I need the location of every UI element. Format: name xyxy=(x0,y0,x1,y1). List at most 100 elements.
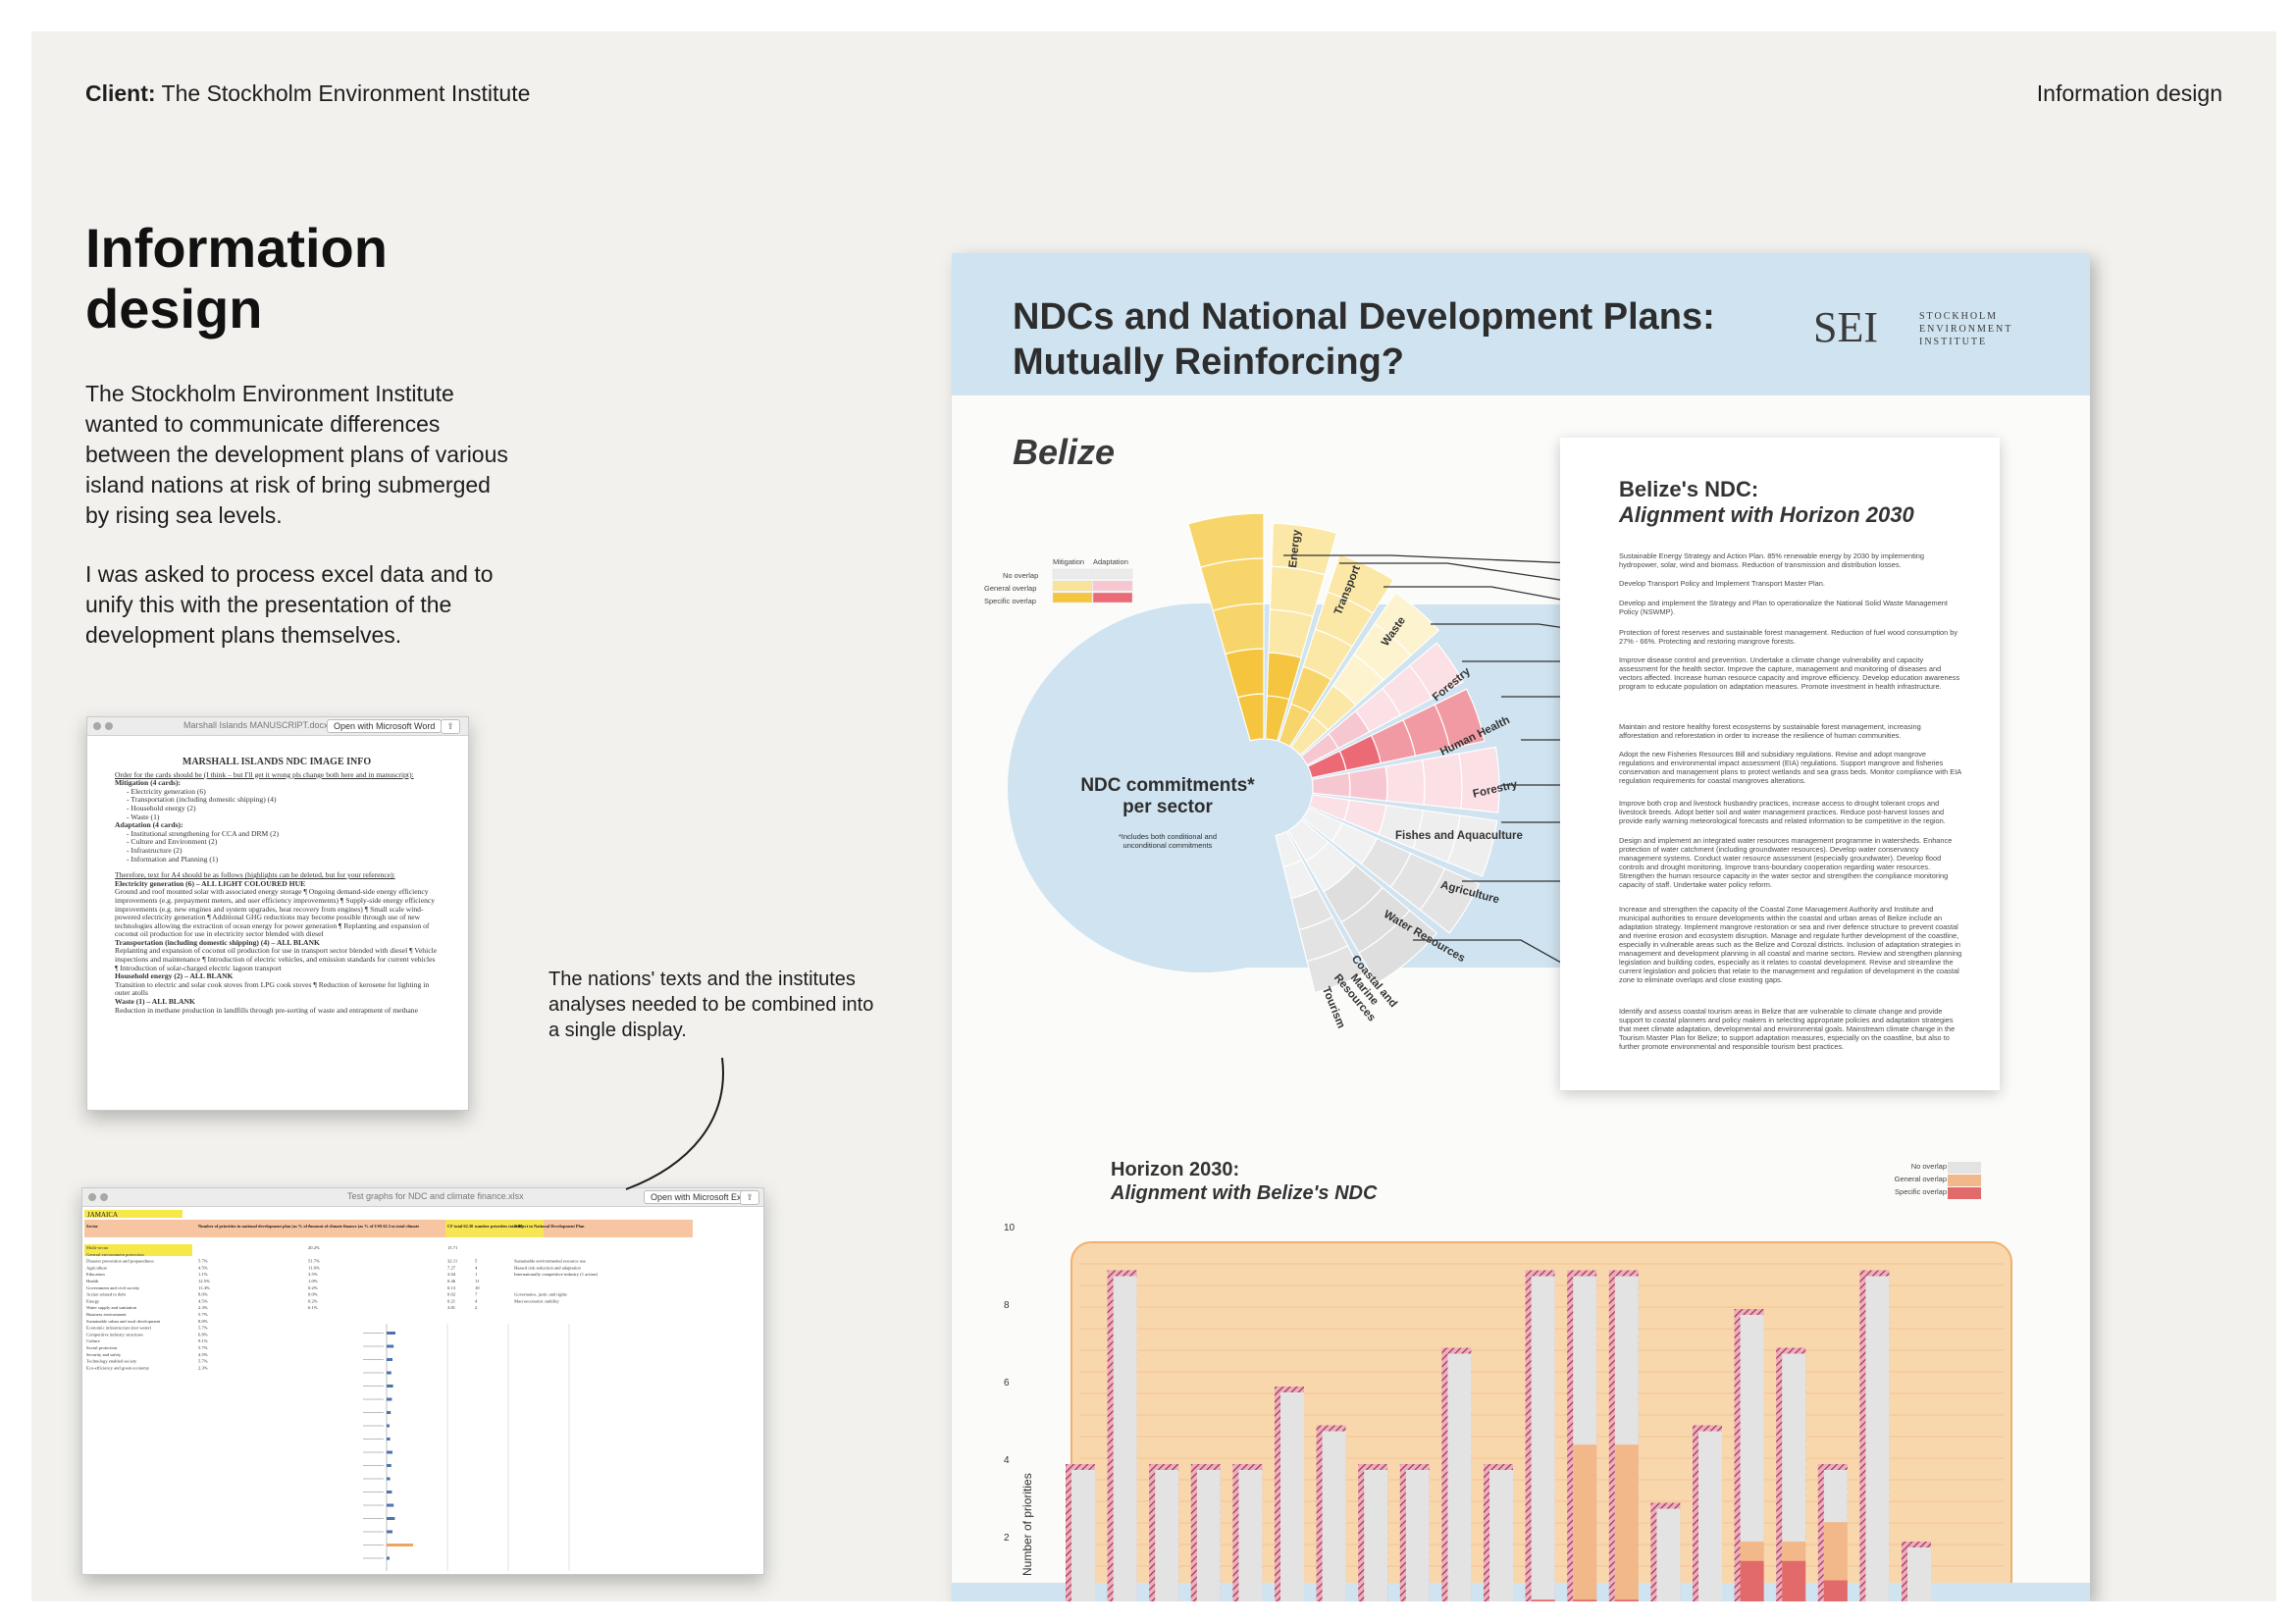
page-title: Information design xyxy=(85,217,388,340)
bar-outline xyxy=(1734,1309,1764,1601)
page: Client: The Stockholm Environment Instit… xyxy=(31,31,2276,1601)
doc-line: - Household energy (2) xyxy=(127,803,196,812)
card-title: Belize's NDC: Alignment with Horizon 203… xyxy=(1619,477,1914,528)
caption: The nations' texts and the institutes an… xyxy=(548,969,874,1041)
legend-mitigation: Mitigation xyxy=(1053,557,1085,566)
wedge-cell xyxy=(1419,867,1481,934)
bar-outline xyxy=(1399,1464,1430,1601)
card-paragraph: Improve both crop and livestock husbandr… xyxy=(1619,799,1946,825)
sei-logo-mark: SEI xyxy=(1813,303,1878,351)
bar-specific-overlap xyxy=(1614,1599,1639,1601)
bar xyxy=(1740,1315,1764,1601)
sheet-title: JAMAICA xyxy=(87,1211,118,1219)
bar-outline xyxy=(1484,1464,1513,1601)
doc-line: - Infrastructure (2) xyxy=(127,845,183,855)
sheet-title-highlight xyxy=(84,1210,183,1218)
legend-specific-overlap: Specific overlap xyxy=(984,597,1036,605)
bar-outline xyxy=(1232,1464,1263,1601)
word-document-body: MARSHALL ISLANDS NDC IMAGE INFO Order fo… xyxy=(115,747,439,1015)
table-cell: 2.04 xyxy=(447,1272,456,1277)
bar-outline xyxy=(1149,1464,1179,1601)
sector-wedge xyxy=(1300,642,1464,766)
doc-line: Replanting and expansion of coconut oil … xyxy=(115,946,438,972)
bar-specific-overlap xyxy=(1531,1599,1555,1601)
bar-outline xyxy=(1107,1270,1137,1601)
poster-title: NDCs and National Development Plans: Mut… xyxy=(1013,294,1715,385)
table-cell: Multi-sector xyxy=(86,1245,109,1250)
wedge-cell xyxy=(1306,944,1364,994)
wedge-cell xyxy=(1458,746,1500,813)
minimize-window-dot[interactable] xyxy=(105,722,113,730)
table-cell: Education xyxy=(86,1272,105,1277)
table-cell: 5.7% xyxy=(198,1259,208,1264)
share-icon[interactable]: ⇪ xyxy=(441,719,460,734)
card-paragraph: Develop and implement the Strategy and P… xyxy=(1619,599,1948,616)
table-cell: Governance, justic and rights xyxy=(514,1292,567,1298)
bar-outline xyxy=(1776,1347,1806,1601)
chart-bar xyxy=(387,1332,395,1335)
bar xyxy=(1489,1470,1513,1601)
minimize-window-dot[interactable] xyxy=(100,1193,108,1201)
legend-general-overlap: General overlap xyxy=(984,584,1037,593)
center-label-line2: per sector xyxy=(1122,797,1213,817)
intro-paragraph-2: I was asked to process excel data and to… xyxy=(85,561,494,648)
table-cell: 4.5% xyxy=(198,1352,208,1357)
bar xyxy=(1614,1276,1639,1601)
bar-outline xyxy=(1066,1464,1095,1601)
poster-header-band xyxy=(952,253,2090,395)
doc-line: - Transportation (including domestic shi… xyxy=(127,795,277,805)
y-tick-label: 2 xyxy=(1004,1533,1010,1544)
sector-wedge xyxy=(1275,830,1364,994)
table-cell: Security and safety xyxy=(86,1352,122,1357)
share-icon[interactable]: ⇪ xyxy=(740,1190,759,1205)
wedge-cell xyxy=(1446,814,1498,877)
sector-wedge xyxy=(1308,794,1498,877)
bar-outline xyxy=(1567,1270,1597,1601)
chart-bar xyxy=(387,1385,393,1388)
card-paragraph: Increase and strengthen the capacity of … xyxy=(1619,905,1962,984)
legend-swatch-mitigation xyxy=(1052,580,1093,592)
sector-label-fishes-aquaculture: Fishes and Aquaculture xyxy=(1395,830,1523,842)
sei-logo-line1: STOCKHOLM xyxy=(1919,311,1999,322)
sector-wedge xyxy=(1311,746,1500,813)
chart-bar xyxy=(387,1530,392,1534)
table-cell: 4.5% xyxy=(198,1265,208,1270)
card-title-line2: Alignment with Horizon 2030 xyxy=(1619,502,1914,528)
table-cell: Sustainable urban and rural development xyxy=(86,1319,161,1324)
close-window-dot[interactable] xyxy=(88,1193,96,1201)
sector-wedge xyxy=(1278,553,1395,748)
legend-swatch-specific-overlap xyxy=(1948,1187,1981,1199)
client-line: Client: The Stockholm Environment Instit… xyxy=(85,80,530,107)
center-label: NDC commitments* per sector xyxy=(1060,775,1276,818)
bar-general-overlap xyxy=(1782,1542,1806,1601)
doc-line: - Waste (1) xyxy=(127,812,160,821)
bar xyxy=(1698,1431,1722,1601)
doc-line: Therefore, text for A4 should be as foll… xyxy=(115,870,395,880)
wedge-cell xyxy=(1434,688,1486,750)
card-paragraph: Maintain and restore healthy forest ecos… xyxy=(1619,722,1921,740)
table-cell: 5.7% xyxy=(198,1345,208,1350)
table-cell: 11.4% xyxy=(198,1285,210,1290)
bar-specific-overlap xyxy=(1782,1560,1806,1601)
table-cell: 2 xyxy=(475,1305,478,1310)
bar-outline xyxy=(1608,1270,1639,1601)
wedge-cell xyxy=(1271,522,1338,576)
table-cell: 0.02 xyxy=(447,1292,456,1297)
open-with-word-button[interactable]: Open with Microsoft Word xyxy=(327,719,443,733)
table-cell: 0.13 xyxy=(447,1285,456,1290)
header-cell: Sector xyxy=(86,1224,98,1229)
card-paragraph: Adopt the new Fisheries Resources Bill a… xyxy=(1619,750,1961,785)
poster-title-line2: Mutually Reinforcing? xyxy=(1013,341,1404,383)
header-band xyxy=(84,1220,693,1237)
category-label: Information design xyxy=(2036,80,2222,106)
table-cell: Competitive industry structures xyxy=(86,1332,143,1336)
table-cell: 1.0% xyxy=(308,1279,318,1283)
bar xyxy=(1823,1470,1848,1601)
close-window-dot[interactable] xyxy=(93,722,101,730)
header-cell: Number of priorities in national develop… xyxy=(198,1224,310,1229)
header-highlight xyxy=(445,1220,544,1237)
sei-logo: SEI STOCKHOLM ENVIRONMENT INSTITUTE xyxy=(1813,302,2010,352)
table-cell: Internationally competitive industry (1 … xyxy=(514,1272,598,1277)
table-cell: 3.81 xyxy=(447,1305,456,1310)
bar xyxy=(1573,1276,1597,1601)
